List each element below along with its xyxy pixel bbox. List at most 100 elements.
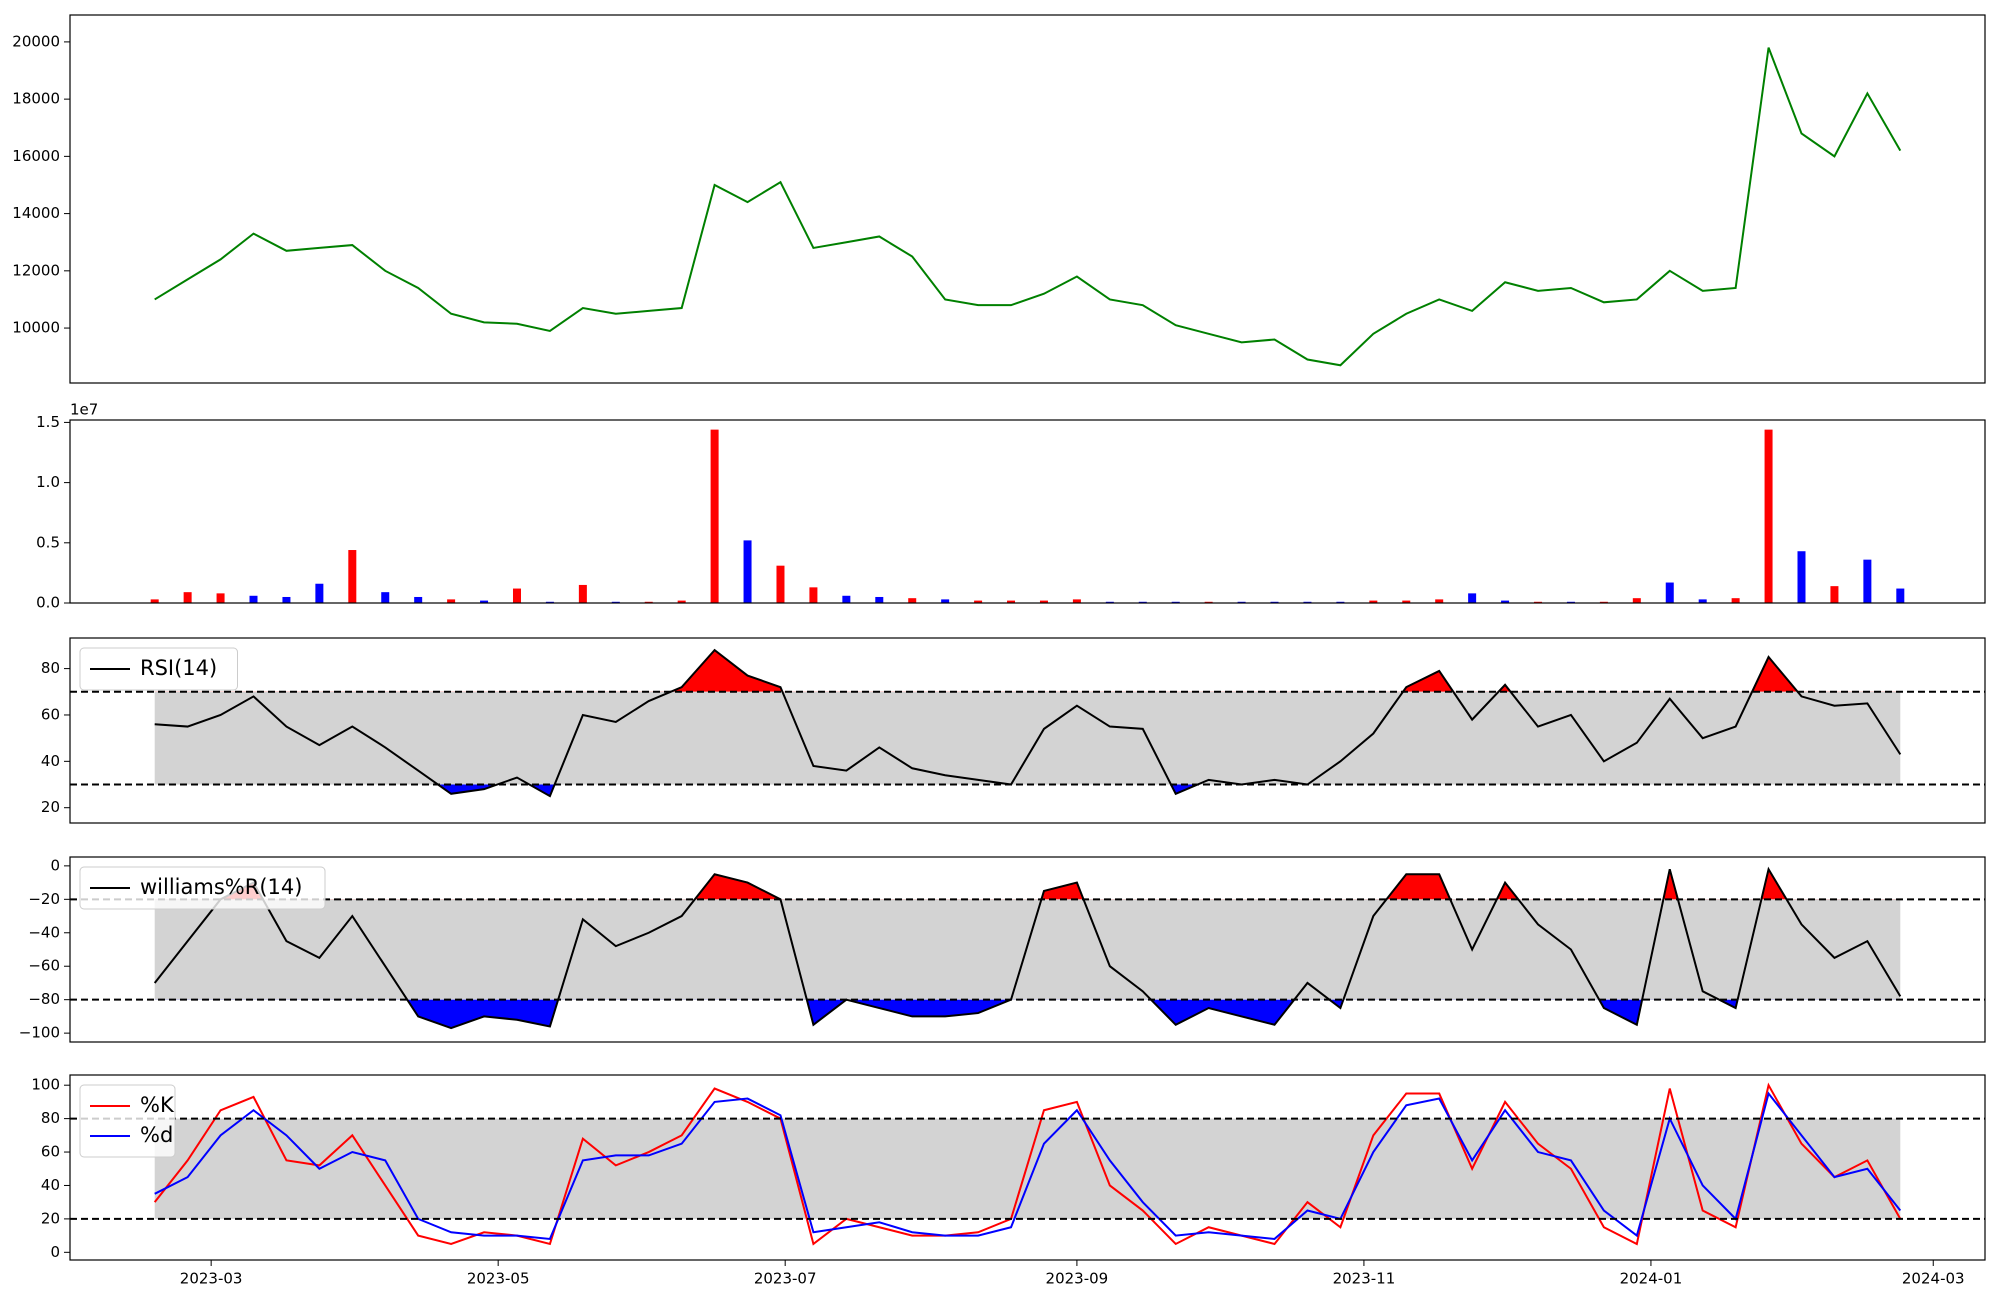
volume-bar xyxy=(545,601,554,603)
volume-bar xyxy=(974,600,983,603)
plot-area xyxy=(150,429,1905,603)
plot-area xyxy=(153,866,1902,1030)
y-tick-label: 0 xyxy=(50,856,60,874)
volume-bar xyxy=(1797,551,1806,603)
x-tick-label: 2023-03 xyxy=(180,1270,243,1288)
volume-bar xyxy=(1665,582,1674,603)
y-tick-label: 0.0 xyxy=(36,594,60,612)
y-tick-label: 60 xyxy=(41,705,60,723)
plot-area xyxy=(153,1082,1902,1246)
y-tick-label: 1.5 xyxy=(36,413,60,431)
legend: RSI(14) xyxy=(79,647,238,691)
y-tick-label: 40 xyxy=(41,1176,60,1194)
legend-box xyxy=(79,1084,176,1158)
volume-bar xyxy=(1138,601,1147,603)
series-line xyxy=(154,648,1902,798)
y-tick-label: 20000 xyxy=(12,32,60,50)
y-offset-label: 1e7 xyxy=(70,401,98,419)
volume-bar xyxy=(1830,586,1839,603)
x-tick-label: 2024-01 xyxy=(1620,1270,1683,1288)
volume-bar xyxy=(776,565,785,603)
volume-bar xyxy=(1632,598,1641,603)
volume-bar xyxy=(1039,600,1048,603)
volume-bar xyxy=(1731,598,1740,603)
volume-bar xyxy=(1863,559,1872,603)
volume-bar xyxy=(1764,429,1773,603)
volume-bar xyxy=(1566,601,1575,603)
neutral-band xyxy=(154,899,1901,1000)
panel-frame xyxy=(69,637,1986,824)
volume-bar xyxy=(1402,600,1411,603)
panel-frame xyxy=(69,1074,1986,1261)
series-line xyxy=(153,866,1902,1030)
panel: 10000 12000 14000 16000 18000 20000 xyxy=(12,14,1986,384)
volume-bar xyxy=(480,600,489,603)
volume-bar xyxy=(842,595,851,603)
panel: 0 −20 −40 −60 −80 −100 williams%R(14) xyxy=(19,856,1986,1043)
y-tick-label: 20 xyxy=(41,1209,60,1227)
y-tick-label: 10000 xyxy=(12,319,60,337)
plot-area xyxy=(154,648,1902,798)
volume-bar xyxy=(348,550,357,603)
legend: %K %d xyxy=(79,1084,176,1158)
volume-bar xyxy=(677,600,686,603)
y-tick-label: 0.5 xyxy=(36,533,60,551)
y-tick-label: 80 xyxy=(41,1109,60,1127)
volume-bar xyxy=(1270,601,1279,603)
volume-bar xyxy=(381,592,390,603)
plot-area xyxy=(154,47,1902,367)
y-tick-label: 60 xyxy=(41,1143,60,1161)
legend-label: RSI(14) xyxy=(140,656,217,680)
volume-bar xyxy=(578,584,587,603)
volume-bar xyxy=(1204,601,1213,603)
panel: 0 20 40 60 80 100 %K %d xyxy=(31,1074,1986,1261)
panel-frame xyxy=(69,14,1986,384)
y-tick-label: 14000 xyxy=(12,204,60,222)
legend-box xyxy=(79,647,238,691)
x-tick-label: 2023-05 xyxy=(467,1270,530,1288)
volume-bar xyxy=(1468,593,1477,603)
panel-frame xyxy=(69,419,1986,604)
neutral-band xyxy=(154,691,1901,785)
y-tick-label: 1.0 xyxy=(36,473,60,491)
volume-bar xyxy=(1369,600,1378,603)
legend-box xyxy=(79,866,326,910)
volume-bar xyxy=(941,599,950,603)
y-tick-label: −100 xyxy=(19,1024,60,1042)
volume-bar xyxy=(1237,601,1246,603)
volume-bar xyxy=(875,596,884,603)
volume-bar xyxy=(1072,599,1081,603)
y-tick-label: 12000 xyxy=(12,261,60,279)
y-tick-label: 80 xyxy=(41,659,60,677)
volume-bar xyxy=(1896,588,1905,603)
volume-bar xyxy=(908,598,917,603)
y-tick-label: 16000 xyxy=(12,147,60,165)
series-line xyxy=(153,1082,1902,1246)
y-tick-label: 0 xyxy=(50,1243,60,1261)
volume-bar xyxy=(249,595,258,603)
volume-bar xyxy=(710,429,719,603)
volume-bar xyxy=(216,593,225,603)
y-tick-label: 40 xyxy=(41,752,60,770)
y-tick-label: 100 xyxy=(31,1076,60,1094)
legend: williams%R(14) xyxy=(79,866,326,910)
volume-bar xyxy=(1698,599,1707,603)
volume-bar xyxy=(282,596,291,603)
series-line xyxy=(154,47,1902,367)
volume-bar xyxy=(1105,601,1114,603)
neutral-band xyxy=(154,1118,1901,1219)
y-tick-label: 20 xyxy=(41,798,60,816)
y-tick-label: 18000 xyxy=(12,90,60,108)
volume-bar xyxy=(1007,600,1016,603)
x-tick-label: 2023-09 xyxy=(1046,1270,1109,1288)
y-tick-label: −40 xyxy=(28,923,60,941)
volume-bar xyxy=(1534,601,1543,603)
volume-bar xyxy=(743,540,752,603)
volume-bar xyxy=(1171,601,1180,603)
x-tick-label: 2023-07 xyxy=(754,1270,817,1288)
volume-bar xyxy=(1303,601,1312,603)
panel-frame xyxy=(69,856,1986,1043)
volume-bar xyxy=(447,599,456,603)
